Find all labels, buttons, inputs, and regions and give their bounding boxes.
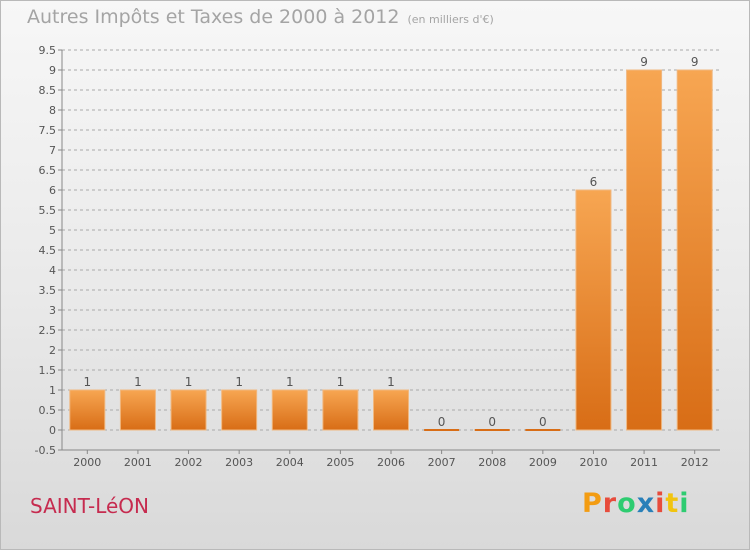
logo-letter: i xyxy=(655,488,666,519)
proxiti-logo: Proxiti xyxy=(582,488,690,519)
bar-2003 xyxy=(221,389,258,431)
data-label: 9 xyxy=(640,55,648,69)
x-tick-label: 2007 xyxy=(428,456,456,469)
y-tick-label: 0 xyxy=(49,424,56,437)
y-tick-label: 2.5 xyxy=(39,324,57,337)
bar-2001 xyxy=(119,389,156,431)
y-tick-label: 5 xyxy=(49,224,56,237)
axes xyxy=(58,49,720,454)
bar-2002 xyxy=(170,389,207,431)
bar-2005 xyxy=(322,389,359,431)
x-tick-label: 2005 xyxy=(326,456,354,469)
y-tick-label: 9 xyxy=(49,64,56,77)
data-label: 1 xyxy=(387,375,395,389)
bar-2008 xyxy=(474,429,510,431)
data-label: 1 xyxy=(286,375,294,389)
logo-letter: t xyxy=(665,488,680,519)
y-tick-label: 2 xyxy=(49,344,56,357)
y-tick-label: 8.5 xyxy=(39,84,57,97)
bars xyxy=(69,69,713,431)
chart-unit: (en milliers d'€) xyxy=(407,13,494,26)
x-tick-label: 2001 xyxy=(124,456,152,469)
data-label: 1 xyxy=(337,375,345,389)
logo-letter: o xyxy=(617,488,637,519)
bar-2011 xyxy=(626,69,663,431)
y-tick-label: 8 xyxy=(49,104,56,117)
y-tick-label: 0.5 xyxy=(39,404,57,417)
x-tick-label: 2012 xyxy=(681,456,709,469)
x-tick-label: 2009 xyxy=(529,456,557,469)
y-tick-label: 1 xyxy=(49,384,56,397)
data-label: 1 xyxy=(185,375,193,389)
data-label: 0 xyxy=(488,415,496,429)
x-tick-labels: 2000 2001 2002 2003 2004 2005 2006 2007 2008 2009… xyxy=(73,456,708,469)
bar-2012 xyxy=(676,69,713,431)
logo-letter: i xyxy=(679,488,690,519)
commune-name: SAINT-LéON xyxy=(30,494,150,518)
bar-2004 xyxy=(271,389,308,431)
y-tick-label: 6.5 xyxy=(39,164,57,177)
logo-letter: x xyxy=(636,488,656,519)
y-tick-label: 4.5 xyxy=(39,244,57,257)
x-tick-label: 2006 xyxy=(377,456,405,469)
x-tick-label: 2003 xyxy=(225,456,253,469)
data-label: 0 xyxy=(438,415,446,429)
data-label: 1 xyxy=(83,375,91,389)
y-tick-label: 3.5 xyxy=(39,284,57,297)
x-tick-label: 2010 xyxy=(579,456,607,469)
bar-2006 xyxy=(373,389,409,431)
y-tick-label: 6 xyxy=(49,184,56,197)
y-tick-label: 9.5 xyxy=(39,44,57,57)
bar-2000 xyxy=(69,389,106,431)
y-tick-label: 1.5 xyxy=(39,364,57,377)
data-labels: 1 1 1 1 1 1 1 0 0 0 6 9 9 xyxy=(83,55,698,429)
data-label: 1 xyxy=(235,375,243,389)
y-tick-label: -0.5 xyxy=(35,444,56,457)
y-tick-label: 3 xyxy=(49,304,56,317)
x-tick-label: 2011 xyxy=(630,456,658,469)
y-tick-labels: -0.5 0 0.5 1 1.5 2 2.5 3 3.5 4 4.5 5 5.5 6 6.5 7 7.5 8 8.5… xyxy=(35,44,56,457)
data-label: 9 xyxy=(691,55,699,69)
bar-2009 xyxy=(525,429,561,431)
y-tick-label: 5.5 xyxy=(39,204,57,217)
chart-title-text: Autres Impôts et Taxes de 2000 à 2012 xyxy=(27,6,400,28)
logo-letter: r xyxy=(602,488,618,519)
logo-letter: P xyxy=(582,488,603,519)
y-tick-label: 4 xyxy=(49,264,56,277)
x-tick-label: 2002 xyxy=(175,456,203,469)
chart-title: Autres Impôts et Taxes de 2000 à 2012 (en… xyxy=(27,6,494,28)
bar-2010 xyxy=(575,189,612,431)
data-label: 6 xyxy=(590,175,598,189)
data-label: 1 xyxy=(134,375,142,389)
y-tick-label: 7 xyxy=(49,144,56,157)
bar-2007 xyxy=(424,429,460,431)
data-label: 0 xyxy=(539,415,547,429)
y-tick-label: 7.5 xyxy=(39,124,57,137)
x-tick-label: 2008 xyxy=(478,456,506,469)
x-tick-label: 2000 xyxy=(73,456,101,469)
x-tick-label: 2004 xyxy=(276,456,304,469)
